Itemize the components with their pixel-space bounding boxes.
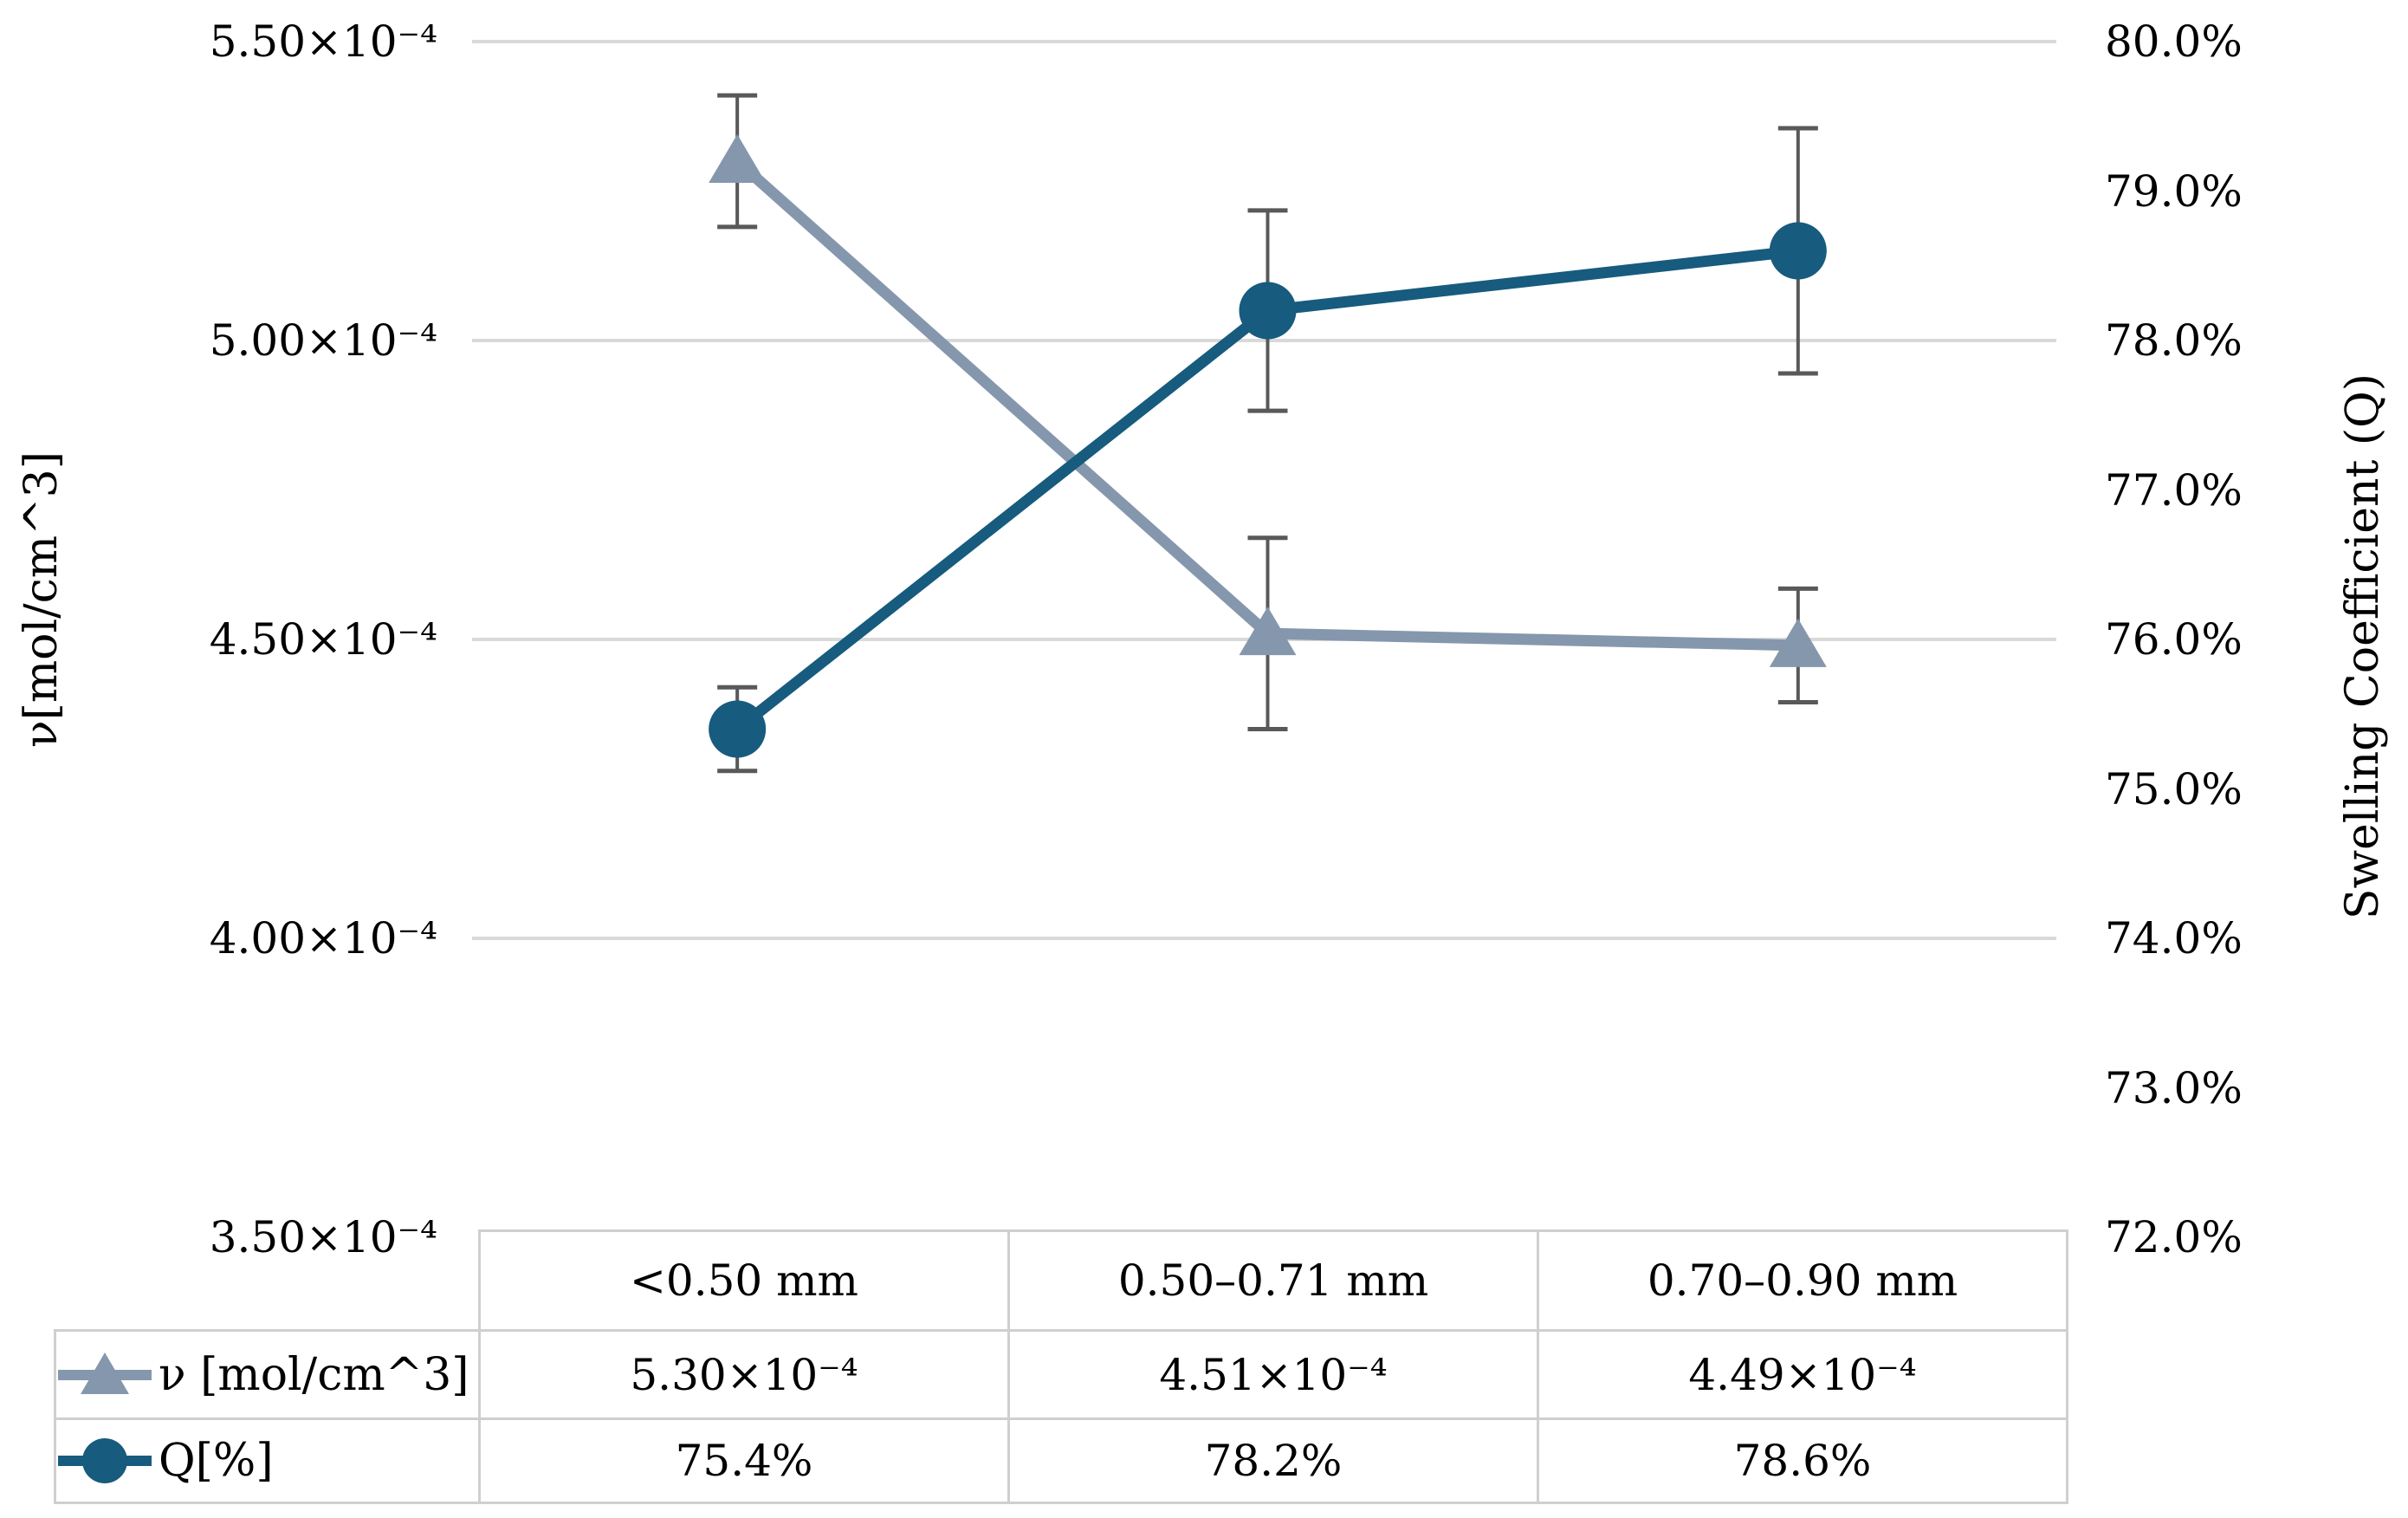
q-series-legend-icon: [58, 1430, 154, 1491]
right-axis-tick-label: 73.0%: [2105, 1062, 2243, 1113]
chart-data-table: <0.50 mm 0.50–0.71 mm 0.70–0.90 mm ν [mo…: [54, 1229, 2068, 1504]
table-row-q: Q[%] 75.4% 78.2% 78.6%: [54, 1417, 2068, 1504]
right-axis-tick-label: 78.0%: [2105, 315, 2243, 366]
q-marker-1: [1239, 282, 1297, 340]
left-axis-tick-label: 5.50×10⁻⁴: [209, 16, 437, 67]
right-axis-tick-label: 80.0%: [2105, 16, 2243, 67]
category-header-1: <0.50 mm: [478, 1229, 1010, 1332]
right-axis-tick-label: 72.0%: [2105, 1212, 2243, 1262]
right-axis-tick-label: 79.0%: [2105, 165, 2243, 217]
nu-series-legend-icon: [58, 1345, 154, 1405]
table-row-nu: ν [mol/cm^3] 5.30×10⁻⁴ 4.51×10⁻⁴ 4.49×10…: [54, 1329, 2068, 1420]
nu-marker-0: [709, 134, 767, 183]
nu-marker-1: [1239, 607, 1297, 656]
left-axis-tick-label: 4.50×10⁻⁴: [209, 614, 437, 665]
q-marker-2: [1769, 222, 1827, 280]
nu-marker-2: [1769, 618, 1827, 667]
nu-value-cell-3: 4.49×10⁻⁴: [1537, 1329, 2068, 1420]
left-axis-tick-label: 4.00×10⁻⁴: [209, 913, 437, 963]
left-axis-tick-label: 5.00×10⁻⁴: [209, 315, 437, 366]
legend-cell-q: Q[%]: [54, 1417, 481, 1504]
table-header-row: <0.50 mm 0.50–0.71 mm 0.70–0.90 mm: [55, 1229, 2068, 1332]
category-header-3: 0.70–0.90 mm: [1537, 1229, 2068, 1332]
right-axis-tick-label: 75.0%: [2105, 763, 2243, 814]
q-series-legend-label: Q[%]: [159, 1435, 274, 1487]
right-axis-tick-label: 76.0%: [2105, 614, 2243, 665]
table-corner-cell: [55, 1230, 481, 1332]
q-value-cell-1: 75.4%: [478, 1417, 1010, 1504]
q-value-cell-2: 78.2%: [1007, 1417, 1539, 1504]
nu-value-cell-1: 5.30×10⁻⁴: [478, 1329, 1010, 1420]
nu-series-legend-label: ν [mol/cm^3]: [159, 1348, 469, 1401]
category-header-2: 0.50–0.71 mm: [1007, 1229, 1539, 1332]
q-marker-0: [709, 700, 767, 758]
q-value-cell-3: 78.6%: [1537, 1417, 2068, 1504]
right-axis-tick-label: 74.0%: [2105, 913, 2243, 963]
legend-cell-nu: ν [mol/cm^3]: [54, 1329, 481, 1420]
right-axis-tick-label: 77.0%: [2105, 464, 2243, 516]
nu-value-cell-2: 4.51×10⁻⁴: [1007, 1329, 1539, 1420]
